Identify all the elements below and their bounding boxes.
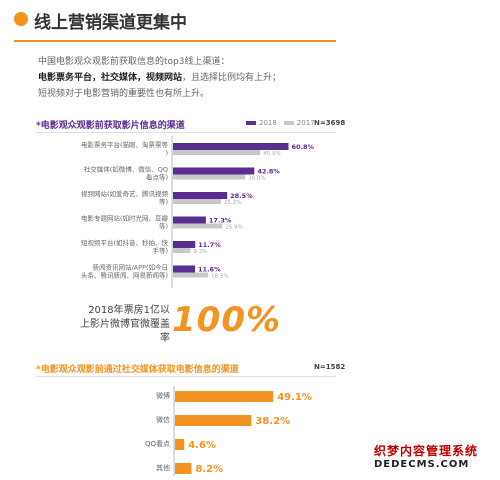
chart1-category-label: 电影专题网站(如时光网、豆瓣等) [81,214,169,231]
chart2-data-label: 49.1% [277,392,312,403]
intro-line-2: 电影票务平台，社交媒体，视频网站，且选择比例均有上升； [38,70,368,86]
chart1-data-label-2018: 11.7% [198,241,221,249]
chart2-category-label: 微信 [156,415,170,424]
watermark-bottom: DEDECMS.COM [374,459,470,470]
chart2-bar [175,391,274,402]
chart2-category-label: 其他 [156,463,170,472]
chart1-category-label: 视频网站(如爱奇艺、腾讯视频等) [81,189,169,206]
chart1-bar-2018 [173,216,206,224]
chart1-bar-2017 [173,174,246,180]
intro-highlight: 电影票务平台，社交媒体，视频网站 [38,73,183,83]
chart1-data-label-2017: 25.2% [224,200,241,206]
page-title: 线上营销渠道更集中 [34,13,187,33]
legend-swatch-2017 [283,121,294,125]
title-bullet-icon [14,12,28,26]
chart1-bar-2018 [173,265,196,273]
intro-line-2-rest: ，且选择比例均有上升； [182,73,282,83]
chart1-bar-2017 [173,199,221,204]
chart1-bar-2017 [173,150,261,155]
chart2-data-label: 38.2% [255,416,290,427]
chart1-data-label-2018: 28.5% [230,192,253,200]
chart2-category-label: QQ看点 [145,440,170,448]
chart1-divider [36,132,336,133]
intro-line-3: 短视频对于电影营销的重要性也有所上升。 [38,89,210,99]
chart2-bar [175,463,192,474]
chart1-data-label-2018: 17.3% [209,217,232,225]
chart2-sample-size: N=1582 [314,363,346,371]
chart1-bar-2017 [173,248,191,253]
chart1-category-label: 社交媒体(如微博、微信、QQ 看点等) [84,165,168,182]
chart1-category-label: 电影票务平台(猫眼、淘票票等) [81,140,169,157]
chart1-category-label: 短视频平台(如抖音、秒拍、快手等) [81,238,169,255]
highlight-value: 100% [172,300,282,340]
legend-label-2018: 2018 [259,119,277,127]
chart1-data-label-2017: 38.0% [248,176,265,182]
chart1-bar-2017 [173,272,209,278]
chart1-sample-size: N=3698 [314,119,346,127]
legend-swatch-2018 [246,121,256,125]
chart1-legend: 2018 2017 [246,119,315,127]
chart1-data-label-2018: 60.8% [292,143,315,151]
title-divider [14,40,336,42]
highlight-note: 2018年票房1亿以上影片微博官微覆盖率 [80,305,170,344]
chart1-data-label-2018: 42.8% [257,168,280,176]
watermark-top: 织梦内容管理系统 [374,444,479,458]
site-watermark: 织梦内容管理系统 DEDECMS.COM [374,442,494,470]
chart2-data-label: 8.2% [195,464,223,475]
chart2-title: *电影观众观影前通过社交媒体获取电影信息的渠道 [36,365,239,375]
chart1-data-label-2017: 18.5% [211,274,228,280]
legend-label-2017: 2017 [296,119,315,127]
chart1-data-label-2018: 11.6% [198,266,221,274]
intro-text: 中国电影观众观影前获取信息的top3线上渠道： 电影票务平台，社交媒体，视频网站… [38,54,368,102]
chart1-data-label-2017: 25.9% [225,225,242,231]
chart1-title: *电影观众观影前获取影片信息的渠道 [36,121,185,131]
chart2-bar [175,439,185,450]
chart1-bar-2018 [173,167,255,175]
chart1-bar-2018 [173,241,196,248]
chart1-data-label-2017: 45.9% [263,151,280,157]
chart1-data-label-2017: 9.2% [193,249,207,255]
chart1-category-label: 新闻资讯网站/APP(如今日头条、腾讯新闻、网易新闻等) [81,263,168,280]
chart2-category-label: 微博 [156,391,170,400]
chart2-data-label: 4.6% [188,440,216,451]
chart2-divider [36,376,336,377]
chart1-bar-2018 [173,143,289,150]
chart1-bar-2017 [173,223,223,229]
chart2-bar [175,415,252,426]
chart1-bar-2018 [173,192,228,199]
intro-line-1: 中国电影观众观影前获取信息的top3线上渠道： [38,57,230,67]
